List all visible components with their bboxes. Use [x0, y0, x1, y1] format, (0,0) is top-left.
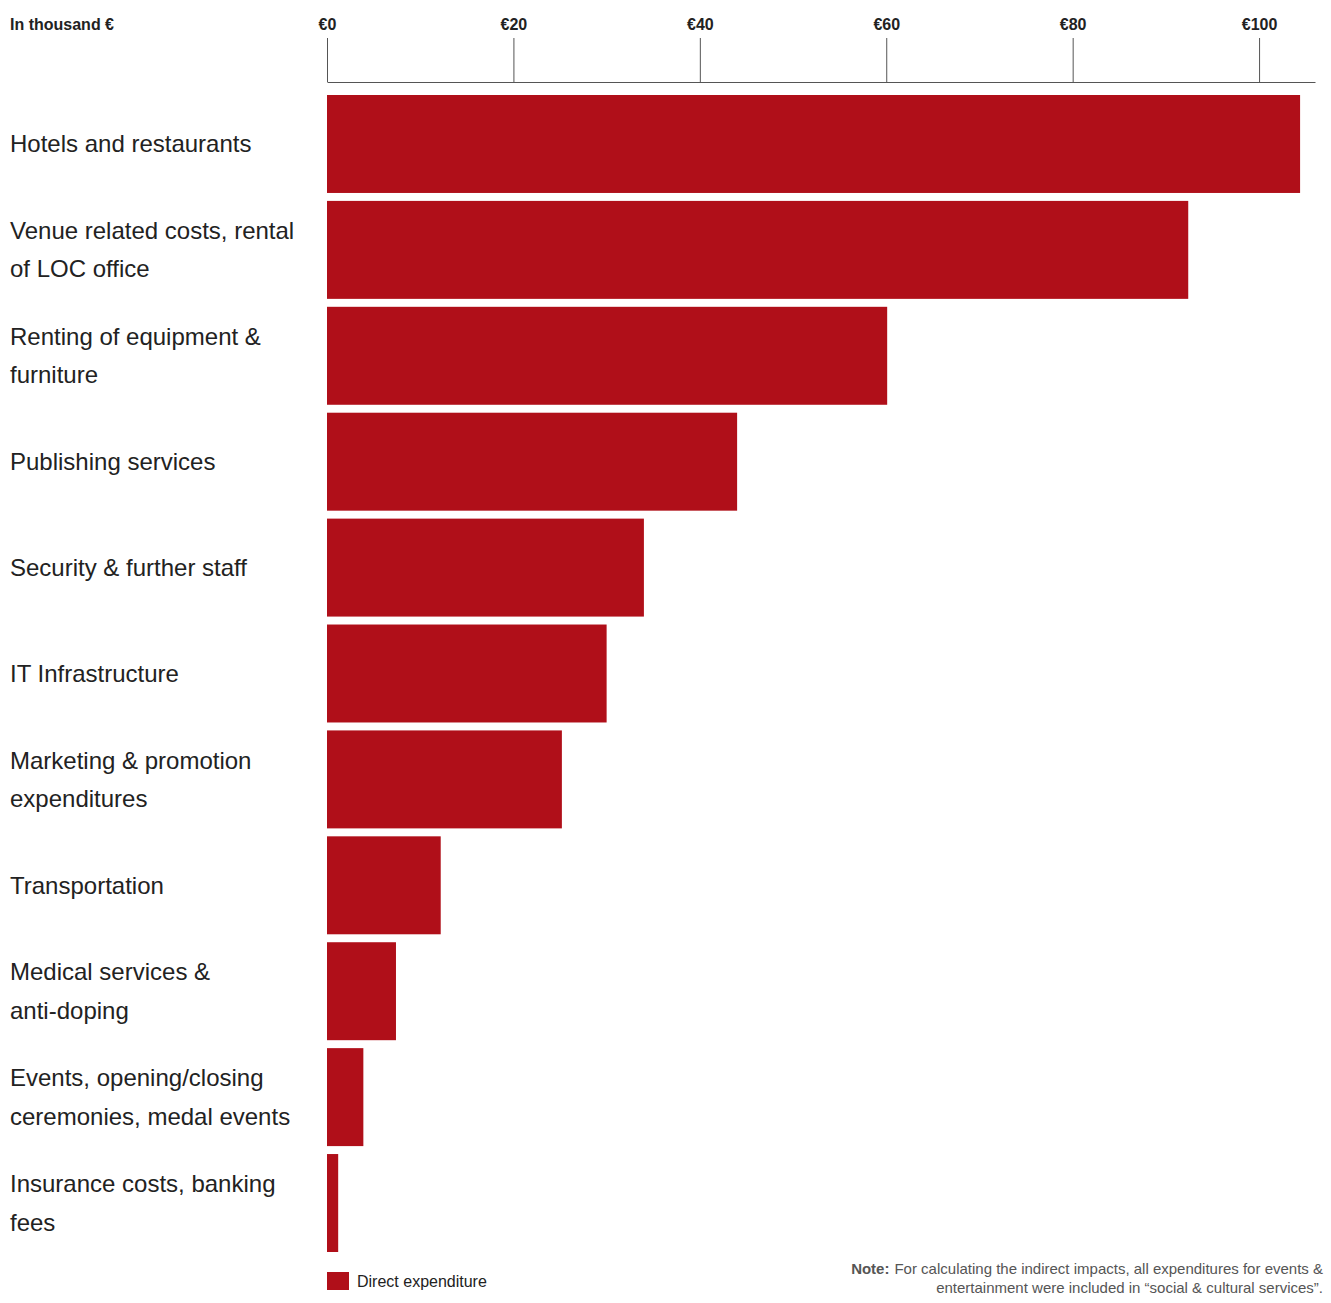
bar	[327, 730, 562, 828]
tick-label: €0	[319, 16, 337, 33]
tick-mark	[327, 38, 328, 82]
bar	[327, 307, 887, 405]
tick-mark	[700, 38, 701, 82]
legend-label: Direct expenditure	[357, 1273, 487, 1290]
bar	[327, 1048, 363, 1146]
tick: €80	[1060, 16, 1087, 82]
category-label: Publishing services	[10, 448, 215, 475]
bar	[327, 1154, 338, 1252]
chart: In thousand € €0 €20 €40 €60 €80 €100 Hotels an…	[0, 0, 1331, 1303]
bar	[327, 413, 737, 511]
bar	[327, 201, 1188, 299]
legend-swatch	[327, 1272, 349, 1290]
axis-unit-label: In thousand €	[10, 16, 114, 33]
tick-label: €60	[873, 16, 900, 33]
category-label: IT Infrastructure	[10, 660, 179, 687]
note: Note: For calculating the indirect impact…	[851, 1260, 1323, 1296]
bars	[327, 95, 1300, 1252]
tick-mark	[886, 38, 887, 82]
tick-label: €40	[687, 16, 714, 33]
tick: €40	[687, 16, 714, 82]
category-label: Security & further staff	[10, 554, 247, 581]
category-label: Hotels and restaurants	[10, 130, 251, 157]
category-label: Events, opening/closingceremonies, medal…	[10, 1064, 290, 1129]
bar	[327, 95, 1300, 193]
bar	[327, 942, 396, 1040]
note-text: For calculating the indirect impacts, al…	[894, 1260, 1323, 1296]
tick: €0	[319, 16, 337, 82]
tick-mark	[513, 38, 514, 82]
bar	[327, 836, 441, 934]
category-label: Renting of equipment &furniture	[10, 323, 261, 388]
category-label: Venue related costs, rentalof LOC office	[10, 217, 294, 282]
tick-mark	[1073, 38, 1074, 82]
category-label: Medical services &anti-doping	[10, 958, 210, 1023]
tick-label: €80	[1060, 16, 1087, 33]
tick: €100	[1242, 16, 1278, 82]
category-label: Marketing & promotionexpenditures	[10, 747, 251, 812]
note-label: Note:	[851, 1260, 889, 1277]
tick-label: €20	[501, 16, 528, 33]
tick: €20	[501, 16, 528, 82]
category-label: Transportation	[10, 872, 164, 899]
x-axis: €0 €20 €40 €60 €80 €100	[319, 16, 1316, 83]
bar	[327, 519, 644, 617]
category-label: Insurance costs, bankingfees	[10, 1170, 276, 1235]
tick-mark	[1259, 38, 1260, 82]
bar	[327, 625, 607, 723]
legend: Direct expenditure	[327, 1272, 487, 1290]
tick-label: €100	[1242, 16, 1278, 33]
tick: €60	[873, 16, 900, 82]
axis-line	[328, 82, 1316, 83]
